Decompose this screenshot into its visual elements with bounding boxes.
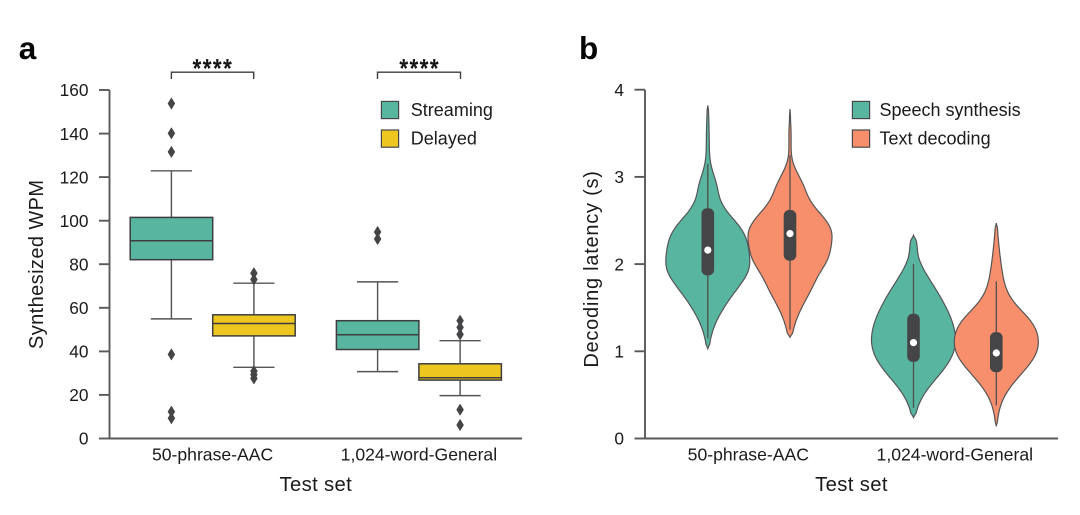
- svg-text:Test set: Test set: [279, 474, 352, 496]
- svg-text:3: 3: [614, 167, 624, 187]
- svg-text:Synthesized WPM: Synthesized WPM: [26, 180, 48, 349]
- svg-text:1: 1: [614, 342, 624, 362]
- svg-text:4: 4: [614, 80, 624, 100]
- svg-text:Streaming: Streaming: [411, 100, 493, 120]
- svg-text:100: 100: [60, 211, 89, 231]
- svg-text:60: 60: [69, 298, 88, 318]
- svg-text:50-phrase-AAC: 50-phrase-AAC: [688, 445, 810, 465]
- svg-text:0: 0: [614, 429, 624, 449]
- svg-text:140: 140: [60, 124, 89, 144]
- svg-text:Text decoding: Text decoding: [880, 129, 991, 149]
- svg-text:Decoding latency (s): Decoding latency (s): [581, 170, 603, 367]
- svg-text:20: 20: [69, 385, 88, 405]
- svg-text:160: 160: [60, 80, 89, 100]
- svg-text:40: 40: [69, 342, 88, 362]
- svg-text:0: 0: [79, 429, 89, 449]
- svg-text:b: b: [579, 30, 598, 66]
- svg-text:120: 120: [60, 167, 89, 187]
- svg-text:Delayed: Delayed: [411, 129, 477, 149]
- svg-text:Speech synthesis: Speech synthesis: [880, 100, 1021, 120]
- svg-text:Test set: Test set: [815, 474, 888, 496]
- svg-text:1,024-word-General: 1,024-word-General: [877, 445, 1033, 465]
- svg-text:a: a: [19, 30, 37, 66]
- svg-text:2: 2: [614, 254, 624, 274]
- svg-text:1,024-word-General: 1,024-word-General: [341, 445, 497, 465]
- svg-text:50-phrase-AAC: 50-phrase-AAC: [152, 445, 274, 465]
- svg-text:80: 80: [69, 254, 88, 274]
